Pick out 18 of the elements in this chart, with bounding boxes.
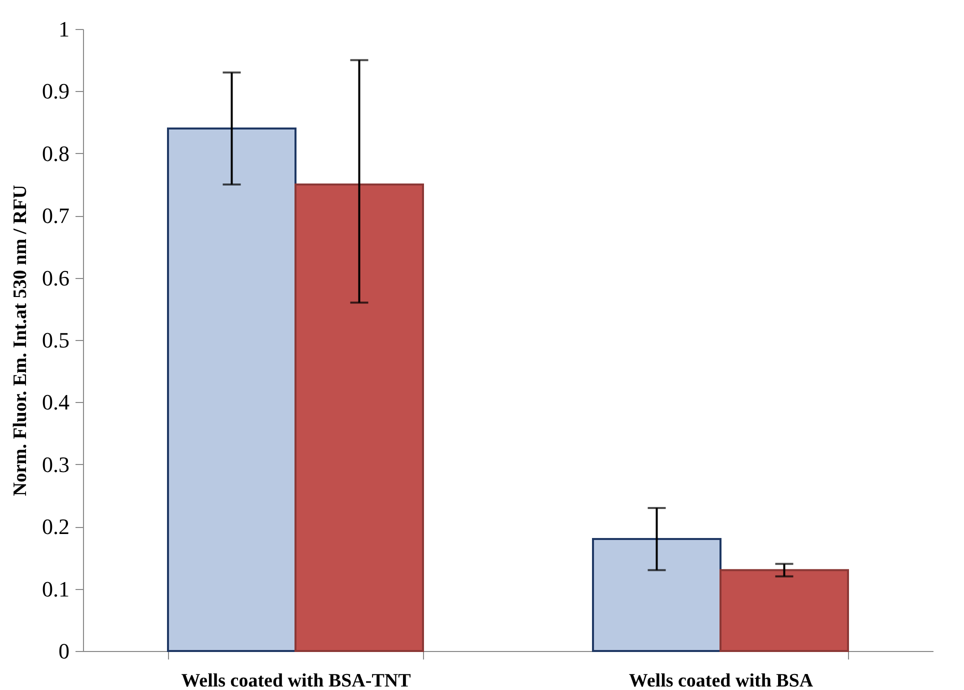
bar [167,128,296,652]
y-tick-label: 0.7 [42,203,70,228]
y-tick-label: 0.8 [42,140,70,166]
bar [720,569,849,652]
x-tick-label: Wells coated with BSA-TNT [181,670,412,690]
y-tick-label: 0.1 [42,576,70,602]
y-tick-label: 0.3 [42,452,70,477]
x-tick-label: Wells coated with BSA [628,670,814,690]
y-tick-label: 0.5 [42,328,70,352]
y-axis-title: Norm. Fluor. Em. Int.at 530 nm / RFU [10,184,31,496]
y-tick-label: 0 [58,638,70,664]
y-tick-label: 0.6 [42,265,70,290]
y-tick-label: 0.2 [42,514,70,540]
bar [592,538,722,652]
y-tick-label: 0.4 [42,390,70,415]
y-tick-label: 1 [58,16,70,42]
bar [294,184,424,652]
y-tick-label: 0.9 [42,78,70,104]
